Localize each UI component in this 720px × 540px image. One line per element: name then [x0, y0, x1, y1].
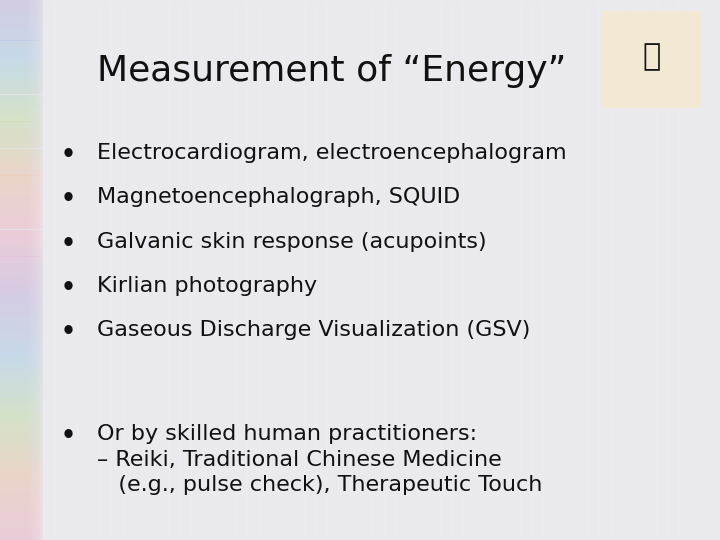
Text: Or by skilled human practitioners:
– Reiki, Traditional Chinese Medicine
   (e.g: Or by skilled human practitioners: – Rei…: [97, 424, 543, 495]
Bar: [41, 0, 63, 540]
Bar: [0, 216, 43, 222]
Text: •: •: [61, 187, 76, 211]
Bar: [0, 438, 43, 445]
Bar: [0, 202, 43, 209]
Bar: [0, 500, 43, 507]
Bar: [0, 364, 43, 372]
Bar: [0, 168, 43, 176]
Bar: [0, 426, 43, 432]
Bar: [37, 0, 58, 540]
Bar: [0, 378, 43, 384]
Text: Kirlian photography: Kirlian photography: [97, 276, 318, 296]
Bar: [0, 465, 43, 472]
Bar: [0, 284, 43, 291]
Bar: [0, 102, 43, 108]
Bar: [0, 27, 43, 33]
Bar: [24, 0, 45, 540]
Bar: [0, 189, 43, 195]
Bar: [35, 0, 57, 540]
Text: Measurement of “Energy”: Measurement of “Energy”: [96, 54, 566, 88]
Bar: [0, 148, 43, 156]
Bar: [0, 128, 43, 135]
Bar: [0, 243, 43, 249]
Bar: [33, 0, 55, 540]
Bar: [0, 60, 43, 68]
Bar: [0, 209, 43, 216]
Bar: [0, 162, 43, 168]
Bar: [0, 249, 43, 256]
Text: Magnetoencephalograph, SQUID: Magnetoencephalograph, SQUID: [97, 187, 461, 207]
Text: 🙏: 🙏: [642, 42, 661, 71]
Bar: [0, 411, 43, 418]
Bar: [0, 372, 43, 378]
Bar: [0, 432, 43, 438]
Bar: [0, 399, 43, 405]
Bar: [26, 0, 48, 540]
Bar: [0, 317, 43, 324]
Bar: [0, 74, 43, 81]
Bar: [0, 472, 43, 480]
Bar: [0, 384, 43, 391]
Bar: [0, 54, 43, 60]
Bar: [0, 135, 43, 141]
Bar: [0, 507, 43, 513]
Bar: [0, 459, 43, 465]
Bar: [0, 155, 43, 162]
Bar: [0, 0, 43, 6]
Text: •: •: [61, 320, 76, 344]
Bar: [0, 108, 43, 114]
Bar: [0, 270, 43, 276]
Bar: [0, 68, 43, 74]
Bar: [32, 0, 54, 540]
Bar: [0, 33, 43, 40]
Bar: [0, 291, 43, 297]
Bar: [0, 237, 43, 243]
FancyBboxPatch shape: [40, 0, 720, 540]
Bar: [0, 345, 43, 351]
Bar: [0, 230, 43, 237]
Bar: [0, 297, 43, 303]
Bar: [0, 492, 43, 500]
Bar: [27, 0, 49, 540]
Text: Electrocardiogram, electroencephalogram: Electrocardiogram, electroencephalogram: [97, 143, 567, 163]
Bar: [0, 534, 43, 540]
Text: •: •: [61, 424, 76, 448]
Bar: [0, 183, 43, 189]
Bar: [0, 330, 43, 338]
Bar: [0, 276, 43, 284]
Bar: [0, 338, 43, 345]
Bar: [40, 0, 61, 540]
Bar: [0, 256, 43, 263]
Bar: [0, 513, 43, 519]
Bar: [0, 351, 43, 357]
Bar: [0, 357, 43, 364]
Bar: [0, 405, 43, 411]
Bar: [42, 0, 63, 540]
Bar: [0, 452, 43, 459]
Bar: [0, 526, 43, 534]
Bar: [0, 141, 43, 149]
Bar: [29, 0, 50, 540]
Bar: [0, 87, 43, 94]
Bar: [0, 14, 43, 20]
Bar: [0, 6, 43, 14]
Text: Galvanic skin response (acupoints): Galvanic skin response (acupoints): [97, 232, 487, 252]
Bar: [32, 0, 53, 540]
Text: •: •: [61, 143, 76, 167]
Bar: [0, 81, 43, 87]
Bar: [0, 418, 43, 426]
Bar: [0, 303, 43, 310]
Text: •: •: [61, 276, 76, 300]
Bar: [0, 47, 43, 54]
Bar: [0, 392, 43, 399]
Bar: [30, 0, 52, 540]
Bar: [28, 0, 50, 540]
Bar: [0, 122, 43, 128]
Bar: [35, 0, 56, 540]
Bar: [0, 486, 43, 492]
Bar: [0, 94, 43, 102]
Bar: [0, 324, 43, 330]
Text: Gaseous Discharge Visualization (GSV): Gaseous Discharge Visualization (GSV): [97, 320, 531, 340]
Text: •: •: [61, 232, 76, 255]
